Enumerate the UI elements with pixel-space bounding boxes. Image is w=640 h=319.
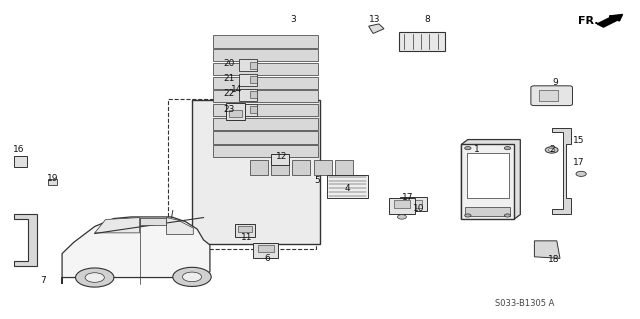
Text: 22: 22 [223, 89, 235, 98]
Bar [212, 77, 319, 89]
Bar [212, 118, 319, 130]
Bar [405, 200, 422, 208]
Circle shape [504, 147, 511, 150]
Bar [239, 104, 257, 116]
Bar [399, 32, 445, 51]
Bar [235, 224, 255, 237]
Bar [258, 245, 273, 252]
Bar [314, 160, 332, 175]
Circle shape [182, 272, 202, 282]
Circle shape [465, 214, 471, 217]
Text: 17: 17 [402, 193, 413, 202]
Bar [467, 153, 509, 198]
FancyArrow shape [597, 14, 623, 27]
Bar [539, 90, 558, 101]
Polygon shape [95, 218, 140, 233]
Text: 1: 1 [474, 145, 479, 154]
Polygon shape [534, 241, 560, 258]
Bar [250, 92, 257, 98]
Bar [250, 160, 268, 175]
Text: 7: 7 [41, 276, 46, 285]
Text: 15: 15 [573, 136, 585, 145]
Bar [212, 131, 319, 144]
Bar [461, 145, 514, 219]
Bar [14, 156, 27, 167]
Text: 11: 11 [241, 233, 252, 242]
Text: 5: 5 [314, 176, 319, 185]
Bar [239, 59, 257, 71]
Bar [212, 145, 319, 157]
Circle shape [397, 215, 406, 219]
Text: 17: 17 [573, 158, 585, 167]
Circle shape [76, 268, 114, 287]
Text: 6: 6 [265, 254, 270, 263]
Polygon shape [461, 140, 520, 219]
Bar [239, 89, 257, 101]
Bar [327, 175, 369, 198]
Bar [335, 160, 353, 175]
Bar [238, 226, 252, 232]
Text: 16: 16 [13, 145, 25, 154]
Bar [250, 77, 257, 83]
Bar [226, 103, 245, 120]
Polygon shape [166, 218, 193, 234]
Bar [271, 154, 289, 165]
Text: 13: 13 [369, 15, 380, 24]
Text: 3: 3 [291, 15, 296, 24]
Bar [212, 49, 319, 61]
Text: 10: 10 [413, 204, 425, 213]
Bar [389, 198, 415, 214]
Circle shape [465, 147, 471, 150]
Bar [48, 179, 57, 185]
Text: 19: 19 [47, 174, 58, 183]
Text: 20: 20 [223, 59, 235, 68]
Bar [292, 160, 310, 175]
Circle shape [545, 147, 558, 153]
Bar [250, 62, 257, 69]
Polygon shape [369, 24, 384, 33]
Text: S033-B1305 A: S033-B1305 A [495, 299, 554, 308]
Text: 8: 8 [425, 15, 430, 24]
Text: 23: 23 [223, 105, 235, 114]
Bar [271, 160, 289, 175]
Text: 21: 21 [223, 74, 235, 83]
Bar [400, 197, 427, 211]
Polygon shape [14, 214, 37, 266]
Bar [239, 74, 257, 86]
Bar [465, 207, 510, 216]
Bar [212, 35, 319, 48]
Bar [229, 110, 242, 117]
Text: 2: 2 [550, 145, 555, 154]
Text: FR.: FR. [578, 16, 598, 26]
Circle shape [85, 273, 104, 282]
Circle shape [576, 171, 586, 176]
Bar [250, 107, 257, 113]
Text: 12: 12 [276, 152, 287, 161]
Polygon shape [62, 217, 210, 284]
Bar [212, 104, 319, 116]
Circle shape [173, 267, 211, 286]
Text: 18: 18 [548, 256, 559, 264]
Text: 14: 14 [231, 85, 243, 94]
FancyBboxPatch shape [531, 86, 573, 106]
Bar [394, 200, 410, 208]
Circle shape [504, 214, 511, 217]
Bar [212, 90, 319, 102]
Bar [140, 218, 166, 225]
Bar [212, 63, 319, 75]
Polygon shape [552, 128, 571, 214]
Bar [168, 99, 316, 249]
Circle shape [548, 148, 555, 152]
Bar [253, 243, 278, 258]
Text: 4: 4 [345, 184, 350, 193]
Text: 9: 9 [553, 78, 558, 87]
Bar [192, 100, 320, 244]
